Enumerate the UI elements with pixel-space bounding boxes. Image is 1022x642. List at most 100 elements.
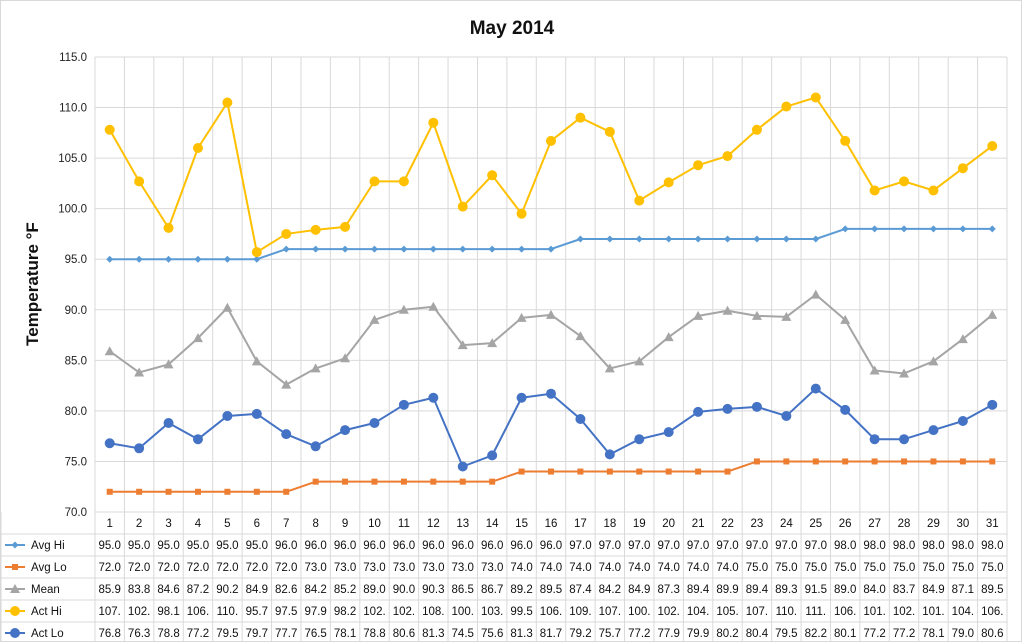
table-cell-act-lo: 81.7 bbox=[540, 628, 562, 640]
point-act-lo bbox=[987, 399, 998, 410]
point-avg-lo bbox=[283, 488, 290, 495]
table-cell-avg-lo: 74.0 bbox=[540, 562, 562, 574]
point-avg-hi bbox=[929, 225, 937, 233]
table-cell-act-lo: 80.6 bbox=[981, 628, 1003, 640]
table-cell-avg-hi: 97.0 bbox=[569, 540, 591, 552]
point-act-lo bbox=[310, 441, 321, 452]
table-cell-act-lo: 79.5 bbox=[216, 628, 238, 640]
table-cell-act-lo: 80.4 bbox=[746, 628, 769, 640]
point-avg-hi bbox=[341, 245, 349, 253]
table-cell-mean: 84.9 bbox=[922, 584, 944, 596]
x-tick-label: 29 bbox=[927, 518, 940, 530]
table-cell-mean: 91.5 bbox=[805, 584, 827, 596]
table-cell-avg-lo: 75.0 bbox=[863, 562, 885, 574]
point-avg-lo bbox=[194, 488, 201, 495]
point-mean bbox=[957, 334, 968, 344]
point-avg-hi bbox=[871, 225, 879, 233]
table-cell-mean: 90.3 bbox=[422, 584, 444, 596]
point-avg-hi bbox=[606, 235, 614, 243]
table-cell-mean: 84.6 bbox=[157, 584, 179, 596]
table-cell-act-lo: 80.6 bbox=[393, 628, 415, 640]
table-cell-act-lo: 77.2 bbox=[863, 628, 885, 640]
x-tick-label: 13 bbox=[456, 518, 469, 530]
point-avg-hi bbox=[488, 245, 496, 253]
table-cell-avg-lo: 73.0 bbox=[481, 562, 503, 574]
y-tick-label: 90.0 bbox=[65, 305, 87, 317]
table-cell-avg-hi: 95.0 bbox=[246, 540, 268, 552]
table-cell-avg-lo: 73.0 bbox=[334, 562, 356, 574]
table-cell-mean: 89.4 bbox=[746, 584, 769, 596]
table-cell-mean: 84.0 bbox=[863, 584, 885, 596]
table-cell-avg-lo: 75.0 bbox=[834, 562, 856, 574]
legend-key-avg-hi bbox=[5, 541, 25, 549]
point-act-lo bbox=[604, 449, 615, 460]
point-act-hi bbox=[693, 160, 704, 171]
point-mean bbox=[251, 356, 262, 366]
x-tick-label: 7 bbox=[283, 518, 289, 530]
table-cell-act-hi: 111. bbox=[805, 606, 826, 618]
point-act-lo bbox=[281, 429, 292, 440]
table-cell-act-hi: 97.5 bbox=[275, 606, 297, 618]
point-act-hi bbox=[575, 112, 586, 123]
table-cell-act-hi: 102. bbox=[393, 606, 415, 618]
point-act-hi bbox=[634, 195, 645, 206]
point-mean bbox=[369, 314, 380, 324]
table-cell-mean: 83.7 bbox=[893, 584, 915, 596]
point-avg-hi bbox=[106, 255, 114, 263]
point-mean bbox=[340, 353, 351, 363]
point-avg-hi bbox=[812, 235, 820, 243]
point-avg-lo bbox=[518, 468, 525, 475]
table-cell-avg-hi: 96.0 bbox=[304, 540, 326, 552]
table-cell-avg-lo: 73.0 bbox=[304, 562, 326, 574]
table-cell-act-lo: 81.3 bbox=[510, 628, 532, 640]
x-tick-label: 3 bbox=[165, 518, 171, 530]
point-mean bbox=[104, 346, 115, 356]
table-cell-avg-hi: 96.0 bbox=[540, 540, 562, 552]
table-cell-act-hi: 107. bbox=[746, 606, 768, 618]
point-act-hi bbox=[869, 185, 880, 196]
table-cell-avg-lo: 72.0 bbox=[275, 562, 297, 574]
point-act-lo bbox=[693, 406, 704, 417]
table-cell-avg-lo: 74.0 bbox=[716, 562, 738, 574]
table-cell-avg-lo: 75.0 bbox=[805, 562, 827, 574]
table-cell-avg-hi: 95.0 bbox=[157, 540, 179, 552]
x-tick-label: 4 bbox=[195, 518, 202, 530]
point-act-hi bbox=[310, 224, 321, 235]
table-cell-act-hi: 104. bbox=[687, 606, 709, 618]
x-tick-label: 6 bbox=[254, 518, 260, 530]
point-mean bbox=[810, 289, 821, 299]
x-tick-label: 19 bbox=[633, 518, 646, 530]
point-avg-hi bbox=[429, 245, 437, 253]
legend-label-avg-lo: Avg Lo bbox=[31, 562, 67, 574]
table-cell-act-hi: 102. bbox=[657, 606, 679, 618]
point-act-hi bbox=[487, 170, 498, 181]
table-cell-act-lo: 75.7 bbox=[599, 628, 621, 640]
table-cell-act-hi: 110. bbox=[776, 606, 798, 618]
point-mean bbox=[163, 359, 174, 369]
table-cell-avg-lo: 74.0 bbox=[599, 562, 621, 574]
point-avg-lo bbox=[577, 468, 584, 475]
point-mean bbox=[899, 368, 910, 378]
table-cell-avg-lo: 75.0 bbox=[893, 562, 915, 574]
table-cell-mean: 86.7 bbox=[481, 584, 503, 596]
table-cell-avg-hi: 96.0 bbox=[452, 540, 474, 552]
x-tick-label: 25 bbox=[809, 518, 822, 530]
point-mean bbox=[134, 367, 145, 377]
table-cell-avg-lo: 72.0 bbox=[187, 562, 209, 574]
point-act-hi bbox=[957, 163, 968, 174]
table-cell-avg-hi: 97.0 bbox=[716, 540, 738, 552]
table-cell-act-lo: 80.1 bbox=[834, 628, 856, 640]
point-mean bbox=[928, 356, 939, 366]
table-cell-avg-hi: 98.0 bbox=[981, 540, 1003, 552]
point-avg-lo bbox=[106, 488, 113, 495]
point-act-hi bbox=[546, 135, 556, 146]
table-cell-mean: 87.4 bbox=[569, 584, 592, 596]
x-tick-label: 28 bbox=[898, 518, 911, 530]
point-avg-lo bbox=[989, 458, 996, 465]
table-cell-mean: 85.9 bbox=[99, 584, 121, 596]
point-avg-lo bbox=[665, 468, 672, 475]
table-cell-act-lo: 79.2 bbox=[569, 628, 591, 640]
legend-key-mean-marker bbox=[10, 584, 20, 593]
point-act-lo bbox=[369, 418, 380, 429]
point-avg-hi bbox=[459, 245, 467, 253]
